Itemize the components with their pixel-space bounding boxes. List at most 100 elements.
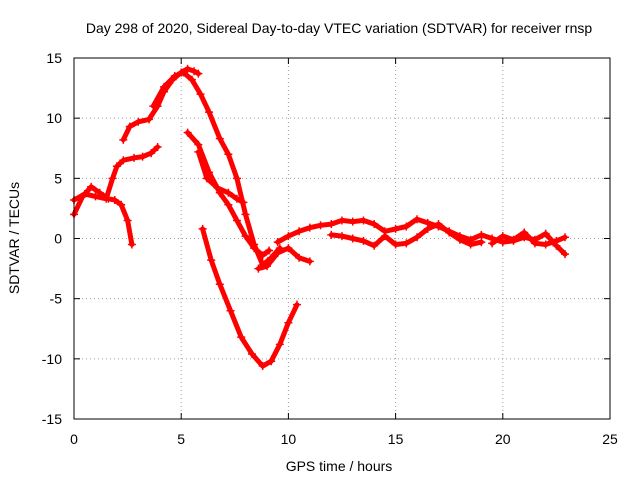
data-point [455, 235, 464, 244]
data-point [380, 232, 389, 241]
data-point [284, 318, 293, 327]
series-arc-2 [70, 143, 162, 204]
data-point [241, 210, 250, 219]
data-point [275, 340, 284, 349]
series-arc-6 [194, 147, 248, 207]
data-point [130, 153, 139, 162]
data-point [316, 221, 325, 230]
data-point [338, 232, 346, 241]
data-point [215, 280, 224, 289]
y-tick-label: 5 [54, 170, 62, 186]
data-point [194, 147, 203, 156]
y-tick-label: -5 [50, 291, 63, 307]
y-tick-label: 0 [54, 231, 62, 247]
data-point [125, 122, 134, 131]
y-tick-label: -15 [42, 411, 62, 427]
y-tick-label: 10 [46, 110, 62, 126]
data-point [292, 300, 301, 309]
data-point [509, 235, 518, 244]
data-point [477, 230, 486, 239]
data-points [70, 64, 569, 371]
series-arc-11 [488, 228, 569, 249]
data-point [305, 257, 314, 266]
data-point [348, 234, 357, 243]
chart-title: Day 298 of 2020, Sidereal Day-to-day VTE… [86, 20, 592, 36]
data-point [241, 232, 250, 241]
data-point [205, 108, 214, 117]
data-point [183, 128, 192, 137]
data-point [87, 182, 96, 191]
x-tick-label: 10 [281, 431, 297, 447]
series-arc-4 [149, 68, 284, 269]
data-point [112, 162, 121, 171]
y-axis-label: SDTVAR / TECUs [6, 182, 22, 294]
data-point [348, 217, 357, 226]
data-point [250, 244, 259, 253]
data-point [160, 82, 169, 91]
x-tick-label: 20 [495, 431, 511, 447]
data-point [258, 362, 267, 371]
data-point [247, 350, 256, 359]
data-point [267, 357, 276, 366]
data-point [232, 194, 241, 203]
data-point [520, 228, 529, 237]
data-point [224, 150, 233, 159]
data-point [305, 223, 314, 232]
data-point [541, 229, 550, 238]
data-point [391, 240, 400, 249]
data-point [127, 240, 136, 249]
data-point [226, 306, 235, 315]
x-axis-label: GPS time / hours [286, 458, 393, 474]
data-point [194, 69, 203, 78]
data-point [295, 227, 304, 236]
series-arc-8 [254, 244, 314, 273]
data-point [258, 251, 267, 260]
data-point [108, 174, 117, 183]
x-tick-label: 25 [602, 431, 618, 447]
data-point [402, 222, 411, 231]
data-point [413, 233, 422, 242]
data-point [232, 216, 241, 225]
data-point [466, 240, 475, 249]
series-arc-10 [327, 220, 486, 250]
data-point [147, 149, 156, 158]
data-point [224, 200, 233, 209]
data-point [359, 216, 368, 225]
data-point [434, 220, 443, 229]
data-point [265, 246, 274, 255]
data-point [145, 115, 154, 124]
x-tick-label: 5 [177, 431, 185, 447]
data-point [80, 189, 89, 198]
data-point [153, 143, 162, 152]
data-point [239, 198, 248, 207]
series-line [150, 69, 283, 268]
data-point [284, 244, 293, 253]
data-point [134, 117, 143, 126]
series-line [71, 144, 161, 203]
data-point [327, 220, 336, 229]
x-tick-label: 15 [388, 431, 404, 447]
data-point [327, 230, 336, 239]
data-point [194, 140, 203, 149]
data-point [254, 264, 263, 273]
data-point [119, 135, 128, 144]
data-point [183, 64, 192, 73]
series-arc-5 [183, 128, 274, 260]
data-point [149, 102, 158, 111]
data-point [445, 228, 454, 237]
data-point [179, 68, 188, 77]
data-point [284, 232, 293, 241]
data-point [391, 224, 400, 233]
data-point [117, 200, 126, 209]
series-arc-7 [198, 224, 301, 371]
data-point [370, 241, 379, 250]
data-point [187, 75, 196, 84]
y-tick-label: -10 [42, 351, 62, 367]
data-point [110, 195, 119, 204]
data-point [359, 236, 368, 245]
data-point [91, 192, 100, 201]
data-point [102, 194, 111, 203]
series-line [185, 130, 272, 258]
data-point [423, 224, 432, 233]
